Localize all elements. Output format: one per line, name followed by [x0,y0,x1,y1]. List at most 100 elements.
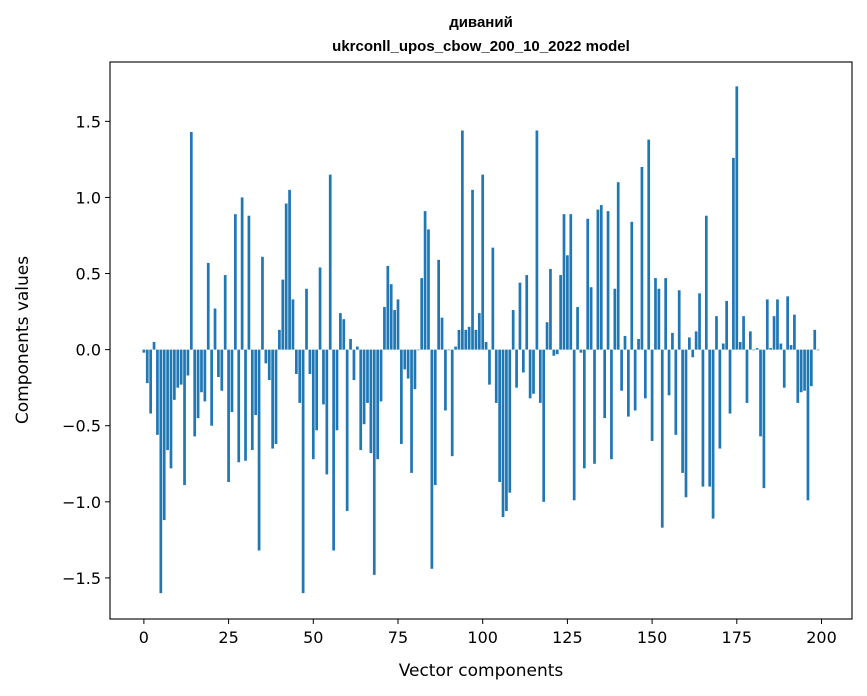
bar-component-174 [732,157,735,350]
bar-component-95 [464,329,468,350]
bar-component-85 [430,349,434,569]
bar-component-102 [488,349,491,385]
bar-component-3 [152,342,156,350]
y-axis-label: Components values [13,256,33,424]
bar-component-75 [396,299,400,350]
bar-component-68 [372,349,376,575]
bar-component-145 [633,349,637,411]
bar-component-161 [688,337,691,350]
bar-component-92 [454,346,457,350]
bar-component-191 [789,345,793,350]
bar-component-199 [816,349,820,351]
bar-component-185 [769,348,773,350]
y-tick-label: −1.5 [62,569,101,588]
bar-component-193 [796,349,800,403]
bar-component-0 [142,349,146,353]
bar-component-42 [284,203,288,350]
bar-component-77 [403,349,407,370]
bar-component-188 [779,343,783,350]
bar-component-148 [643,349,647,399]
bar-component-118 [542,349,546,502]
bar-component-9 [173,349,176,400]
bar-component-89 [444,349,447,411]
bar-component-84 [427,229,430,350]
bar-component-177 [742,316,745,350]
bar-component-70 [379,349,383,402]
bar-component-136 [603,349,607,419]
bar-component-103 [491,247,495,350]
bar-component-124 [562,214,566,350]
bar-component-113 [525,275,529,350]
bar-component-8 [169,349,173,469]
bar-component-45 [294,349,298,374]
bar-component-86 [433,349,437,486]
bar-component-66 [366,349,369,403]
x-tick-label: 75 [388,628,408,647]
y-tick-label: 1.5 [76,112,101,131]
bar-component-154 [664,278,668,350]
bar-component-196 [806,349,810,501]
bar-component-33 [254,349,258,416]
y-axis-ticks: −1.5 −1.0 −0.5 0.0 0.5 1.0 1.5 [62,112,110,588]
bar-component-55 [328,174,332,350]
x-axis-label: Vector components [399,661,564,681]
bar-component-80 [413,349,417,390]
bar-component-123 [559,275,562,350]
bar-component-131 [586,218,590,350]
x-tick-label: 200 [806,628,837,647]
x-tick-label: 50 [303,628,323,647]
y-tick-label: 0.0 [76,341,101,360]
bar-component-98 [474,329,478,350]
bar-component-69 [376,349,380,460]
bar-component-140 [616,182,620,350]
bar-component-35 [261,256,264,350]
bar-component-180 [752,349,756,351]
bar-component-20 [210,349,213,426]
bar-component-127 [572,349,576,501]
bar-component-40 [278,329,281,350]
bar-component-1 [145,349,149,384]
bar-component-137 [606,211,610,350]
bar-component-168 [711,349,715,519]
bar-component-104 [494,349,498,403]
bar-component-120 [549,268,552,350]
bar-component-198 [813,329,817,350]
bar-component-182 [759,349,762,437]
bar-component-156 [671,332,674,350]
bar-component-52 [318,267,322,350]
bar-component-63 [355,346,359,350]
bar-component-27 [234,214,237,350]
bar-component-4 [156,349,159,435]
bar-component-58 [339,313,342,350]
bar-component-14 [189,132,193,350]
bar-component-65 [362,349,366,425]
bar-component-16 [196,349,200,419]
bar-component-133 [593,349,596,464]
bar-component-6 [162,349,166,521]
bar-component-11 [179,349,183,385]
bar-component-142 [623,335,627,350]
bar-component-79 [410,349,413,473]
bar-component-109 [511,310,515,350]
x-tick-label: 125 [552,628,583,647]
bar-component-114 [528,349,532,399]
bar-component-143 [627,349,630,417]
bar-component-46 [298,349,302,403]
bar-component-144 [630,221,634,350]
bar-component-164 [698,293,701,350]
bar-component-157 [674,349,678,435]
bar-component-38 [271,349,274,449]
bar-component-56 [332,349,335,551]
bar-component-30 [244,349,247,461]
y-tick-label: −0.5 [62,417,101,436]
plot-frame [109,61,853,620]
bar-component-29 [240,197,244,350]
bar-component-197 [809,349,813,387]
bar-component-22 [217,349,220,378]
bars-group [142,86,820,594]
bar-component-147 [640,167,644,350]
bar-component-18 [203,349,207,402]
bar-component-21 [213,308,217,350]
bar-component-73 [389,284,393,350]
bar-component-26 [230,349,234,413]
